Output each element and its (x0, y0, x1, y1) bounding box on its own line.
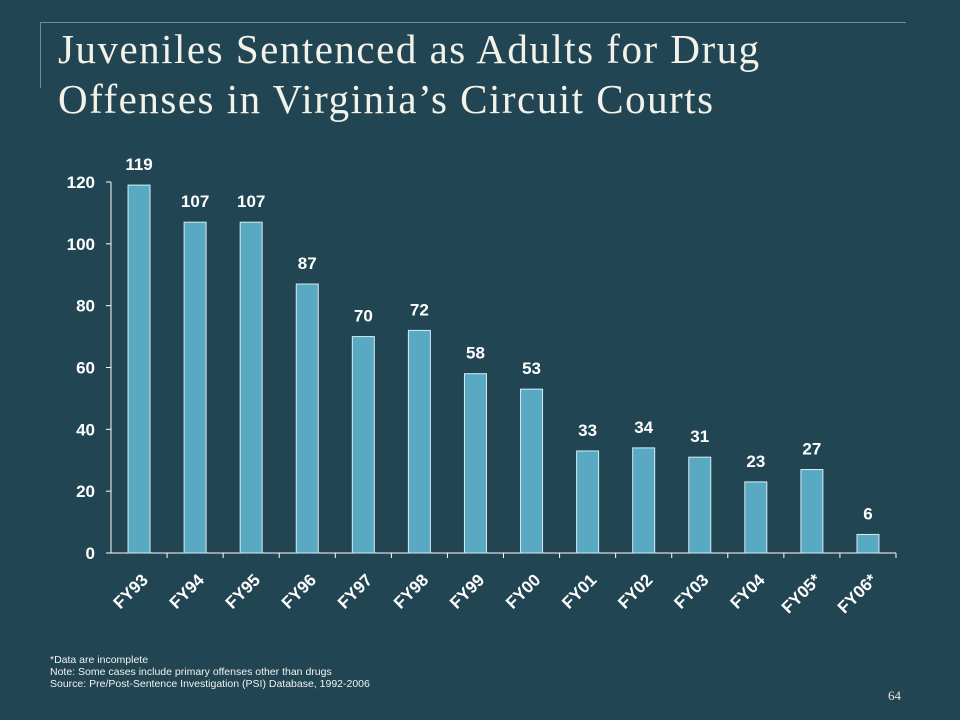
x-category-label: FY03 (670, 570, 712, 612)
bar-fy95 (239, 221, 263, 554)
source-note: Source: Pre/Post-Sentence Investigation … (50, 678, 370, 690)
slide-title-line-1: Juveniles Sentenced as Adults for Drug (58, 26, 761, 72)
bar-fy03 (688, 456, 712, 554)
data-label: 23 (746, 452, 765, 471)
slide-title: Juveniles Sentenced as Adults for Drug O… (58, 24, 938, 124)
page-number: 64 (888, 688, 901, 703)
x-category-label: FY93 (110, 570, 152, 612)
x-category-label: FY04 (726, 570, 769, 613)
x-category-label: FY94 (166, 570, 209, 613)
data-label: 33 (578, 421, 597, 440)
footnote-incomplete: *Data are incomplete (50, 654, 149, 666)
bar-fy94 (183, 221, 207, 554)
note-primary-offenses: Note: Some cases include primary offense… (50, 666, 332, 678)
chart-notes: *Data are incomplete Note: Some cases in… (50, 654, 370, 690)
data-label: 58 (466, 344, 485, 363)
x-category-label: FY01 (558, 570, 600, 612)
data-label: 87 (298, 254, 317, 273)
x-category-label: FY95 (222, 570, 264, 612)
bar-fy98 (407, 329, 431, 554)
title-rule-left (40, 22, 41, 88)
x-category-label: FY05* (778, 570, 825, 617)
bar-fy00 (520, 388, 544, 554)
x-category-label: FY98 (390, 570, 432, 612)
x-category-label: FY06* (834, 570, 881, 617)
title-rule-top (40, 22, 906, 23)
y-tick-label: 80 (76, 297, 95, 316)
y-tick-label: 120 (67, 173, 95, 192)
y-tick-label: 20 (76, 482, 95, 501)
bar-fy02 (632, 447, 656, 554)
data-label: 107 (181, 192, 209, 211)
data-label: 53 (522, 359, 541, 378)
data-label: 119 (125, 155, 152, 174)
y-tick-label: 100 (67, 235, 95, 254)
slide-title-line-2: Offenses in Virginia’s Circuit Courts (58, 76, 715, 122)
bar-fy93 (127, 184, 151, 554)
data-label: 70 (354, 307, 373, 326)
x-category-label: FY02 (614, 570, 656, 612)
bar-fy01 (576, 450, 600, 554)
bar-fy97 (351, 336, 375, 554)
x-category-label: FY00 (502, 570, 544, 612)
data-label: 6 (863, 504, 872, 523)
x-category-label: FY96 (278, 570, 320, 612)
data-label: 34 (634, 418, 653, 437)
data-label: 27 (802, 440, 821, 459)
bar-fy05 (800, 469, 824, 554)
y-tick-label: 0 (86, 544, 95, 563)
bar-fy96 (295, 283, 319, 554)
bar-fy06 (856, 533, 880, 554)
x-category-label: FY97 (334, 570, 376, 612)
data-label: 72 (410, 300, 429, 319)
y-tick-label: 40 (76, 420, 95, 439)
bar-fy04 (744, 481, 768, 554)
y-tick-label: 60 (76, 359, 95, 378)
data-label: 107 (237, 192, 265, 211)
data-label: 31 (690, 427, 709, 446)
x-category-label: FY99 (446, 570, 488, 612)
bar-fy99 (463, 373, 487, 554)
